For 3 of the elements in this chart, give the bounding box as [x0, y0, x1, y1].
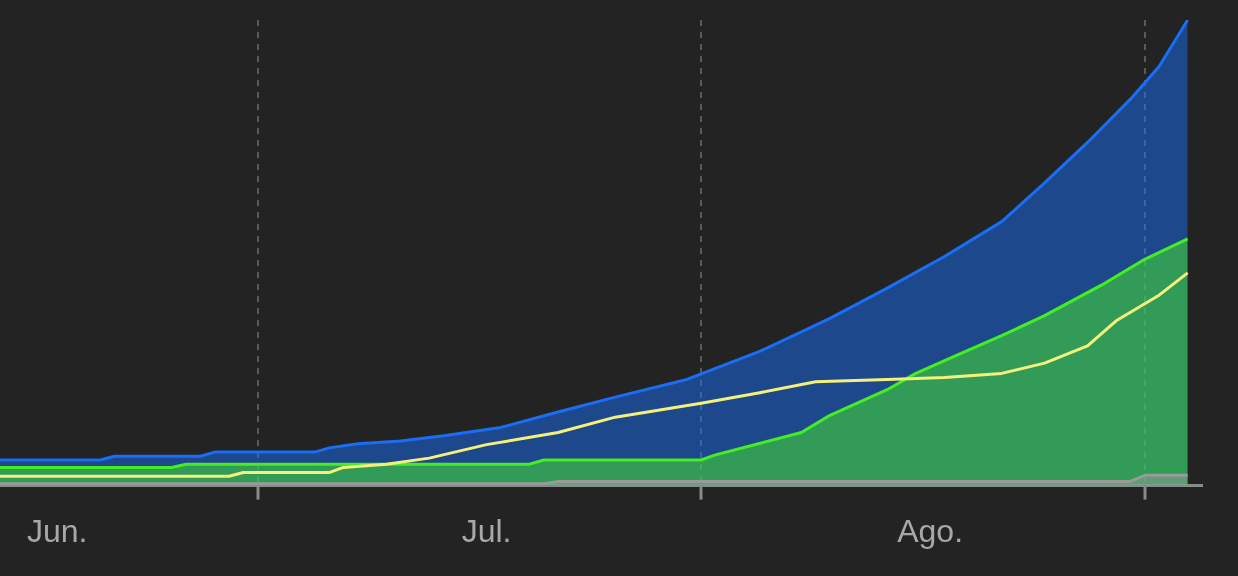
- x-tick-label: Jul.: [461, 512, 512, 549]
- x-tick-label: Jun.: [27, 512, 88, 549]
- x-tick-label: Ago.: [897, 512, 964, 549]
